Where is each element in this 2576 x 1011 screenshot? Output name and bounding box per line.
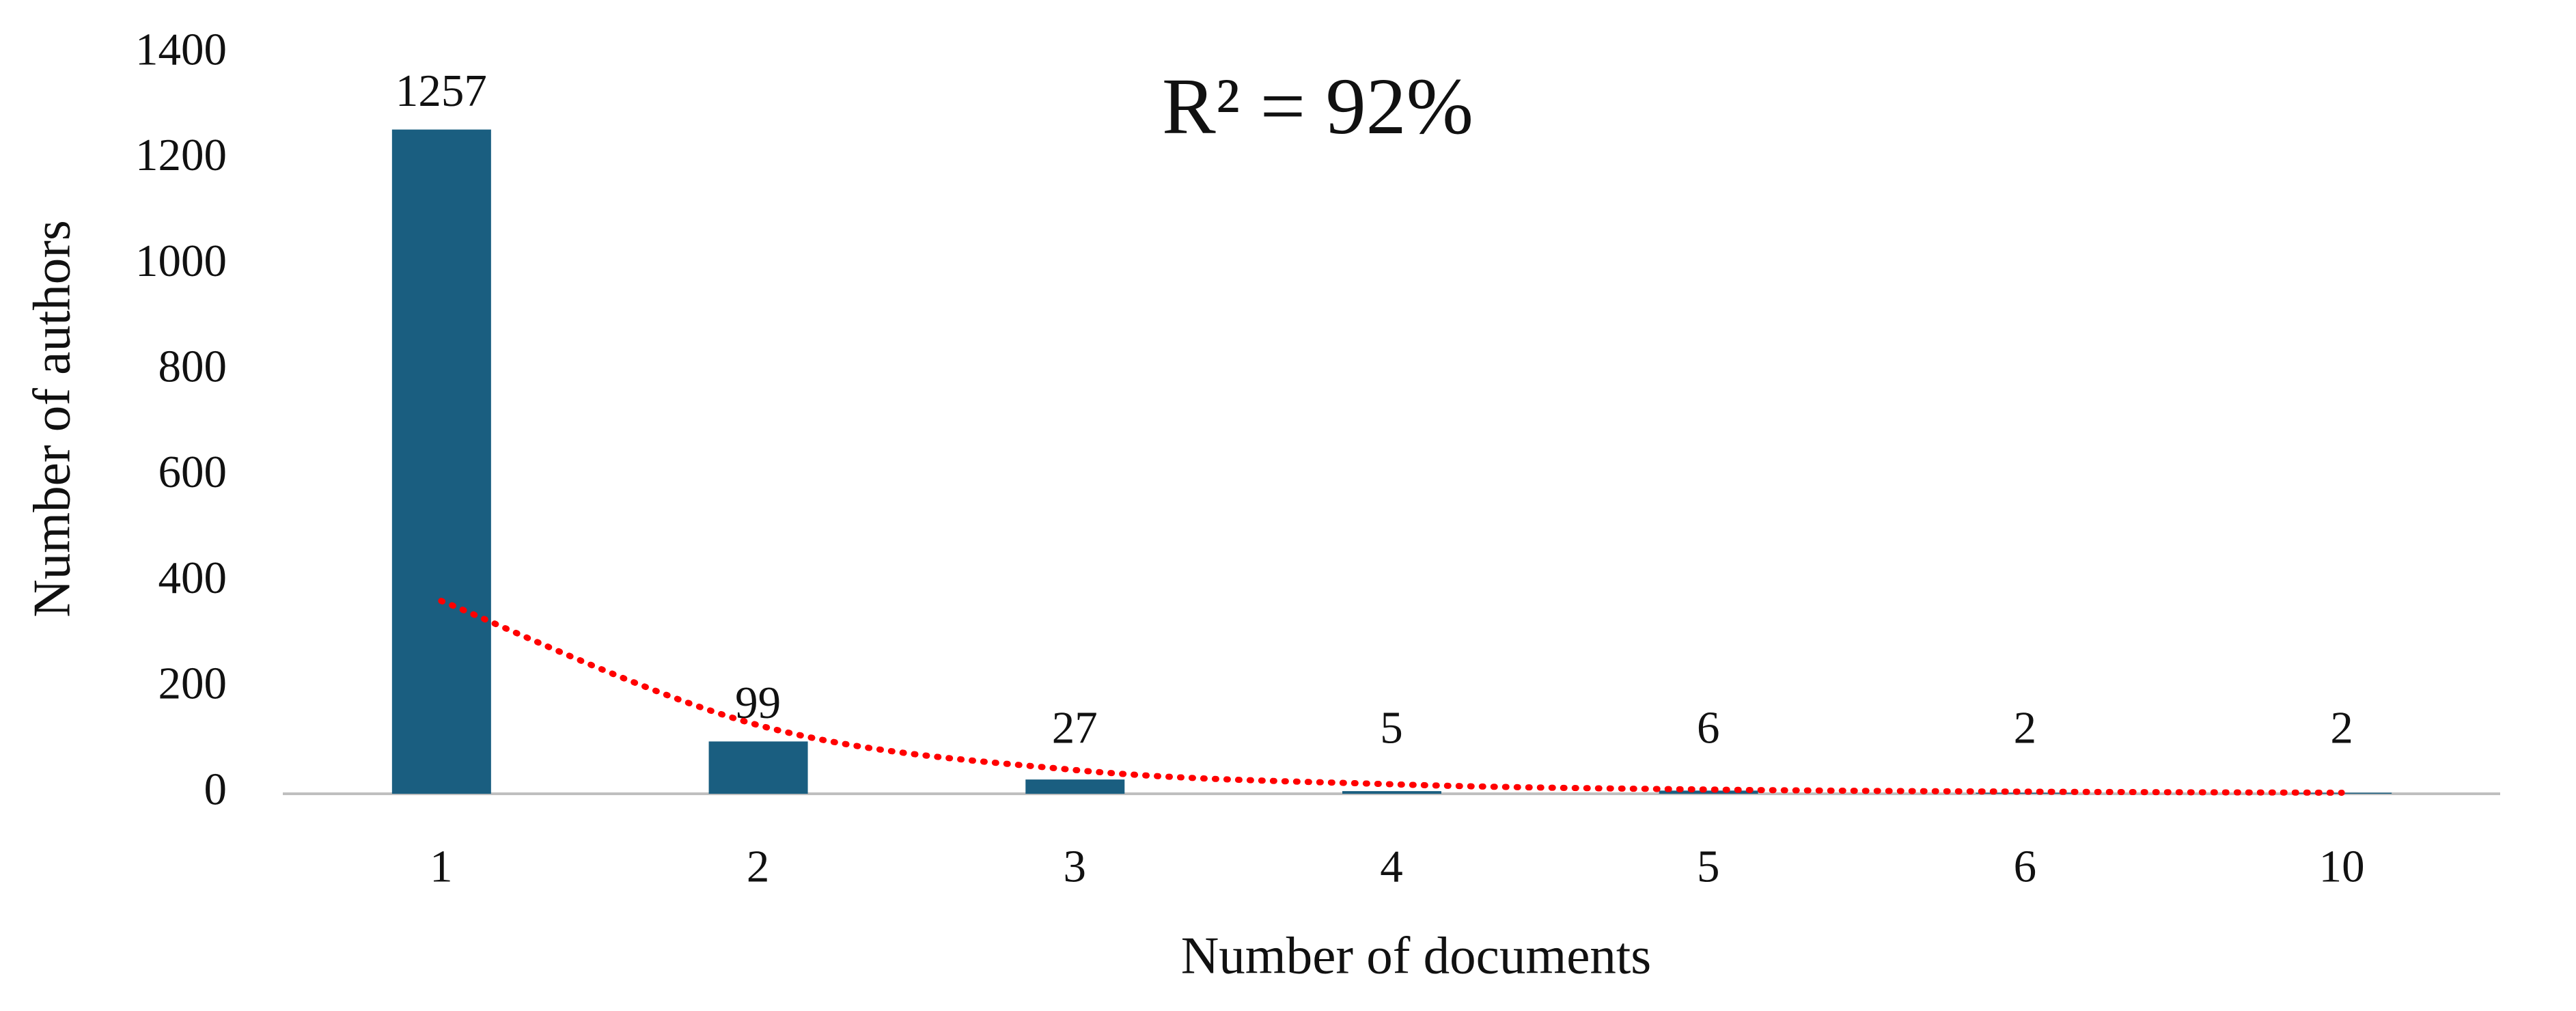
x-axis-title: Number of documents: [1181, 926, 1652, 985]
y-tick-label: 1000: [135, 236, 227, 286]
data-label: 5: [1380, 702, 1403, 753]
y-tick-label: 800: [158, 342, 227, 392]
data-label: 1257: [396, 66, 487, 116]
trendline: [438, 598, 2345, 796]
data-label: 27: [1052, 702, 1098, 753]
data-label: 2: [2014, 702, 2037, 753]
y-tick-label: 200: [158, 659, 227, 709]
bar: [1342, 791, 1441, 794]
y-tick-label: 0: [204, 764, 227, 814]
bar: [391, 129, 491, 794]
x-tick-label: 4: [1380, 841, 1403, 891]
annotation: R² = 92%: [1162, 61, 1473, 151]
y-tick-label: 1200: [135, 130, 227, 180]
y-tick-label: 1400: [135, 24, 227, 74]
y-axis-title: Number of authors: [23, 220, 81, 618]
y-tick-label: 600: [158, 447, 227, 497]
data-label: 2: [2330, 702, 2353, 753]
x-tick-label: 5: [1697, 841, 1720, 891]
data-label: 6: [1697, 702, 1720, 753]
bar: [708, 741, 808, 794]
bar: [1025, 779, 1125, 794]
x-tick-label: 1: [430, 841, 453, 891]
x-tick-label: 3: [1064, 841, 1087, 891]
x-tick-label: 6: [2014, 841, 2037, 891]
x-tick-label: 2: [747, 841, 770, 891]
x-tick-label: 10: [2319, 841, 2365, 891]
bar: [1659, 790, 1758, 794]
y-tick-label: 400: [158, 553, 227, 603]
